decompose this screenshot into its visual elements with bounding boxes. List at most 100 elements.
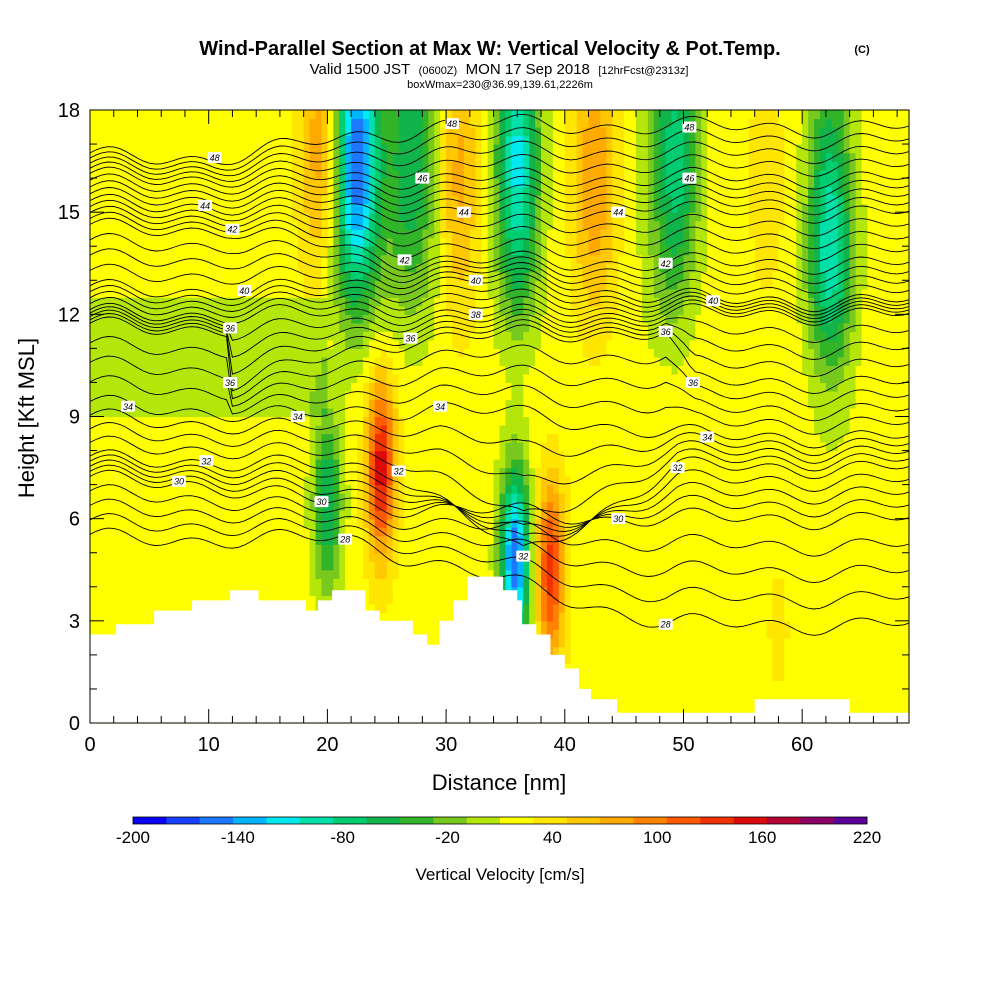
velocity-cell [327,476,334,486]
velocity-cell [303,305,311,315]
velocity-cell [428,425,435,435]
velocity-cell [250,246,257,256]
velocity-cell [386,365,394,375]
velocity-cell [113,467,121,477]
velocity-cell [262,450,269,460]
velocity-cell [202,510,210,520]
velocity-cell [380,518,388,528]
velocity-cell [208,595,216,605]
velocity-cell [398,135,406,145]
velocity-cell [95,425,103,435]
velocity-cell [457,144,465,154]
velocity-cell [179,254,186,264]
velocity-cell [190,280,198,290]
velocity-cell [119,544,127,554]
velocity-cell [262,501,269,511]
velocity-cell [368,135,376,145]
velocity-cell [321,203,328,213]
velocity-cell [446,433,453,443]
velocity-cell [208,339,216,349]
velocity-cell [410,399,418,409]
velocity-cell [226,535,234,545]
velocity-cell [297,578,305,588]
velocity-cell [452,314,459,324]
velocity-cell [279,365,287,375]
velocity-cell [291,527,299,537]
velocity-cell [125,118,133,128]
velocity-cell [214,586,222,596]
velocity-cell [167,390,174,401]
velocity-cell [244,425,251,435]
velocity-cell [333,229,340,239]
velocity-cell [291,493,299,503]
velocity-cell [190,442,198,452]
velocity-cell [351,280,358,290]
velocity-cell [196,271,204,281]
velocity-cell [339,510,346,520]
velocity-cell [416,220,423,230]
velocity-cell [374,518,382,528]
velocity-cell [238,271,245,281]
velocity-cell [303,442,311,452]
velocity-cell [380,118,388,128]
velocity-cell [184,195,192,205]
velocity-cell [469,127,477,137]
velocity-cell [410,390,418,401]
velocity-cell [363,169,370,179]
velocity-cell [179,586,186,596]
velocity-cell [321,356,328,367]
velocity-cell [119,510,127,520]
velocity-cell [434,595,441,605]
velocity-cell [143,271,150,281]
velocity-cell [333,246,340,256]
velocity-cell [196,263,204,273]
velocity-cell [273,595,281,605]
velocity-cell [487,433,495,443]
velocity-cell [143,501,150,511]
velocity-cell [279,484,287,494]
velocity-cell [469,356,477,367]
velocity-cell [434,297,441,307]
velocity-cell [184,484,192,494]
velocity-cell [457,527,465,537]
velocity-cell [279,280,287,290]
velocity-cell [214,442,222,452]
velocity-cell [279,569,287,579]
velocity-cell [321,254,328,264]
velocity-cell [155,339,162,349]
velocity-cell [273,433,281,443]
velocity-cell [155,569,162,579]
velocity-cell [291,220,299,230]
velocity-cell [357,535,364,545]
velocity-cell [351,373,358,384]
velocity-cell [244,161,251,171]
velocity-cell [90,220,97,230]
velocity-cell [422,467,429,477]
velocity-cell [440,212,447,222]
velocity-cell [297,254,305,264]
velocity-cell [457,288,465,298]
velocity-cell [262,399,269,409]
velocity-cell [113,518,121,528]
velocity-cell [95,118,103,128]
velocity-cell [398,118,406,128]
velocity-cell [469,220,477,230]
velocity-cell [214,161,222,171]
velocity-cell [244,169,251,179]
velocity-cell [95,586,103,596]
velocity-cell [226,459,234,469]
velocity-cell [452,535,459,545]
velocity-cell [440,595,447,605]
velocity-cell [374,169,382,179]
velocity-cell [95,254,103,264]
velocity-cell [250,178,257,188]
chart-subtitle-2: boxWmax=230@36.99,139.61,2226m [407,79,593,91]
velocity-cell [463,288,471,298]
velocity-cell [440,161,447,171]
velocity-cell [410,459,418,469]
velocity-cell [368,246,376,256]
velocity-cell [457,356,465,367]
velocity-cell [345,297,352,307]
velocity-cell [131,493,139,503]
velocity-cell [179,425,186,435]
